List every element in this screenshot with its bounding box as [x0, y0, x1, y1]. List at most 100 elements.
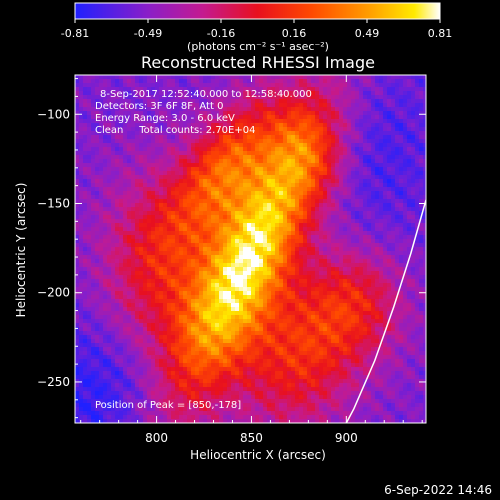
heatmap-cell	[247, 287, 251, 291]
heatmap-cell	[275, 223, 279, 227]
heatmap-cell	[231, 239, 235, 243]
heatmap-cell	[247, 123, 251, 127]
heatmap-cell	[95, 235, 99, 239]
heatmap-cell	[323, 219, 327, 223]
heatmap-cell	[395, 271, 399, 275]
heatmap-cell	[255, 207, 259, 211]
heatmap-cell	[339, 75, 343, 79]
heatmap-cell	[351, 251, 355, 255]
heatmap-cell	[107, 163, 111, 167]
heatmap-cell	[375, 175, 379, 179]
heatmap-cell	[243, 187, 247, 191]
heatmap-cell	[99, 295, 103, 299]
heatmap-cell	[163, 231, 167, 235]
heatmap-cell	[383, 295, 387, 299]
heatmap-cell	[303, 275, 307, 279]
heatmap-cell	[331, 223, 335, 227]
heatmap-cell	[235, 87, 239, 91]
heatmap-cell	[371, 103, 375, 107]
heatmap-cell	[327, 115, 331, 119]
heatmap-cell	[211, 127, 215, 131]
heatmap-cell	[267, 283, 271, 287]
heatmap-cell	[291, 255, 295, 259]
heatmap-cell	[415, 187, 419, 191]
heatmap-cell	[259, 131, 263, 135]
heatmap-cell	[391, 271, 395, 275]
heatmap-cell	[407, 123, 411, 127]
heatmap-cell	[127, 231, 131, 235]
heatmap-cell	[307, 291, 311, 295]
heatmap-cell	[307, 167, 311, 171]
heatmap-cell	[347, 227, 351, 231]
heatmap-cell	[87, 139, 91, 143]
heatmap-cell	[323, 291, 327, 295]
heatmap-cell	[163, 203, 167, 207]
heatmap-cell	[175, 207, 179, 211]
heatmap-cell	[295, 171, 299, 175]
heatmap-cell	[327, 155, 331, 159]
heatmap-cell	[95, 167, 99, 171]
heatmap-cell	[395, 203, 399, 207]
heatmap-cell	[411, 143, 415, 147]
heatmap-cell	[175, 151, 179, 155]
heatmap-cell	[379, 251, 383, 255]
heatmap-cell	[343, 283, 347, 287]
heatmap-cell	[111, 255, 115, 259]
heatmap-cell	[99, 167, 103, 171]
heatmap-cell	[195, 195, 199, 199]
heatmap-cell	[259, 187, 263, 191]
heatmap-cell	[135, 143, 139, 147]
heatmap-cell	[139, 179, 143, 183]
heatmap-cell	[227, 127, 231, 131]
heatmap-cell	[195, 83, 199, 87]
heatmap-cell	[227, 279, 231, 283]
heatmap-cell	[223, 223, 227, 227]
heatmap-cell	[283, 283, 287, 287]
heatmap-cell	[363, 131, 367, 135]
heatmap-cell	[231, 279, 235, 283]
heatmap-cell	[79, 247, 83, 251]
heatmap-cell	[127, 107, 131, 111]
heatmap-cell	[247, 83, 251, 87]
heatmap-cell	[131, 219, 135, 223]
heatmap-cell	[235, 251, 239, 255]
heatmap-cell	[119, 295, 123, 299]
heatmap-cell	[291, 107, 295, 111]
heatmap-cell	[331, 151, 335, 155]
heatmap-cell	[183, 147, 187, 151]
heatmap-cell	[255, 267, 259, 271]
heatmap-cell	[191, 115, 195, 119]
heatmap-cell	[247, 163, 251, 167]
heatmap-cell	[327, 279, 331, 283]
heatmap-cell	[327, 183, 331, 187]
heatmap-cell	[391, 287, 395, 291]
heatmap-cell	[311, 83, 315, 87]
heatmap-cell	[195, 187, 199, 191]
heatmap-cell	[387, 151, 391, 155]
heatmap-cell	[359, 95, 363, 99]
heatmap-cell	[247, 239, 251, 243]
heatmap-cell	[271, 79, 275, 83]
heatmap-cell	[127, 123, 131, 127]
heatmap-cell	[347, 219, 351, 223]
heatmap-cell	[403, 195, 407, 199]
heatmap-cell	[235, 219, 239, 223]
heatmap-cell	[111, 179, 115, 183]
heatmap-cell	[219, 263, 223, 267]
heatmap-cell	[239, 199, 243, 203]
heatmap-cell	[231, 123, 235, 127]
heatmap-cell	[175, 239, 179, 243]
heatmap-cell	[163, 123, 167, 127]
heatmap-cell	[143, 195, 147, 199]
heatmap-cell	[415, 107, 419, 111]
heatmap-cell	[359, 111, 363, 115]
heatmap-cell	[323, 163, 327, 167]
heatmap-cell	[91, 235, 95, 239]
heatmap-cell	[179, 83, 183, 87]
heatmap-cell	[303, 127, 307, 131]
heatmap-cell	[231, 75, 235, 79]
heatmap-cell	[295, 183, 299, 187]
heatmap-cell	[99, 159, 103, 163]
heatmap-cell	[303, 79, 307, 83]
heatmap-cell	[311, 103, 315, 107]
